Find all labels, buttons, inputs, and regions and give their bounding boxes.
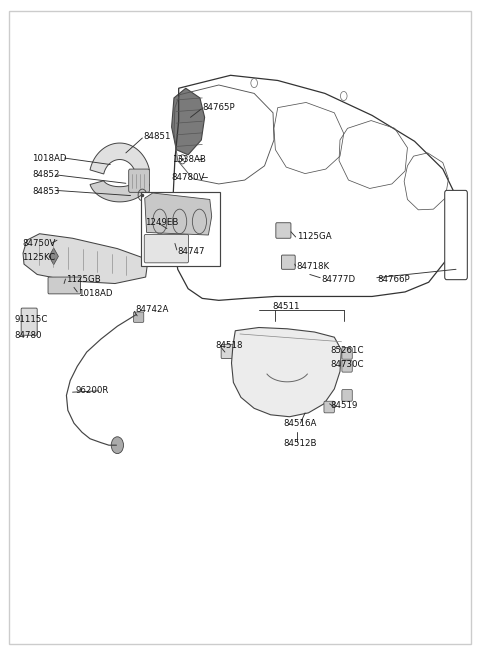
Text: 84512B: 84512B bbox=[283, 440, 317, 449]
FancyBboxPatch shape bbox=[129, 169, 149, 193]
Polygon shape bbox=[90, 143, 149, 174]
Circle shape bbox=[111, 437, 123, 454]
Polygon shape bbox=[172, 88, 204, 155]
FancyBboxPatch shape bbox=[141, 192, 220, 266]
Text: 84780V: 84780V bbox=[172, 173, 205, 182]
Text: 1125GA: 1125GA bbox=[297, 233, 331, 242]
FancyBboxPatch shape bbox=[281, 255, 295, 269]
Text: 84519: 84519 bbox=[331, 401, 358, 409]
FancyBboxPatch shape bbox=[144, 234, 189, 263]
FancyBboxPatch shape bbox=[342, 360, 352, 372]
Text: 84853: 84853 bbox=[33, 187, 60, 196]
FancyBboxPatch shape bbox=[21, 308, 37, 335]
FancyBboxPatch shape bbox=[342, 390, 352, 402]
Text: 85261C: 85261C bbox=[331, 346, 364, 355]
Text: 1249EB: 1249EB bbox=[145, 218, 178, 227]
FancyBboxPatch shape bbox=[324, 402, 335, 413]
Polygon shape bbox=[145, 193, 212, 235]
Text: 1125GB: 1125GB bbox=[66, 274, 101, 284]
Polygon shape bbox=[49, 248, 59, 265]
Text: 84742A: 84742A bbox=[135, 305, 168, 314]
FancyBboxPatch shape bbox=[221, 345, 233, 358]
Text: 84750V: 84750V bbox=[22, 239, 56, 248]
FancyBboxPatch shape bbox=[444, 191, 468, 280]
Text: 96200R: 96200R bbox=[76, 386, 109, 396]
Text: 84780: 84780 bbox=[14, 331, 42, 340]
Polygon shape bbox=[23, 234, 148, 284]
Text: 84511: 84511 bbox=[272, 303, 300, 311]
FancyBboxPatch shape bbox=[133, 312, 144, 322]
Text: 84730C: 84730C bbox=[331, 360, 364, 369]
Text: 84852: 84852 bbox=[33, 170, 60, 179]
Polygon shape bbox=[90, 181, 149, 202]
Text: 84766P: 84766P bbox=[378, 274, 410, 284]
Text: 84518: 84518 bbox=[216, 341, 243, 350]
Text: 1125KC: 1125KC bbox=[22, 253, 55, 262]
Text: 84747: 84747 bbox=[178, 247, 205, 255]
Text: 84851: 84851 bbox=[144, 132, 171, 141]
Text: 84516A: 84516A bbox=[283, 419, 317, 428]
Text: 1018AD: 1018AD bbox=[78, 289, 113, 298]
Text: 84765P: 84765P bbox=[202, 103, 235, 112]
FancyBboxPatch shape bbox=[276, 223, 291, 238]
FancyBboxPatch shape bbox=[342, 348, 352, 359]
Text: 91115C: 91115C bbox=[14, 315, 48, 324]
Text: 84777D: 84777D bbox=[321, 274, 355, 284]
Text: 1018AD: 1018AD bbox=[33, 153, 67, 162]
Text: 1338AB: 1338AB bbox=[172, 155, 205, 164]
FancyBboxPatch shape bbox=[48, 277, 81, 294]
Text: 84718K: 84718K bbox=[297, 261, 330, 271]
Polygon shape bbox=[231, 328, 341, 417]
